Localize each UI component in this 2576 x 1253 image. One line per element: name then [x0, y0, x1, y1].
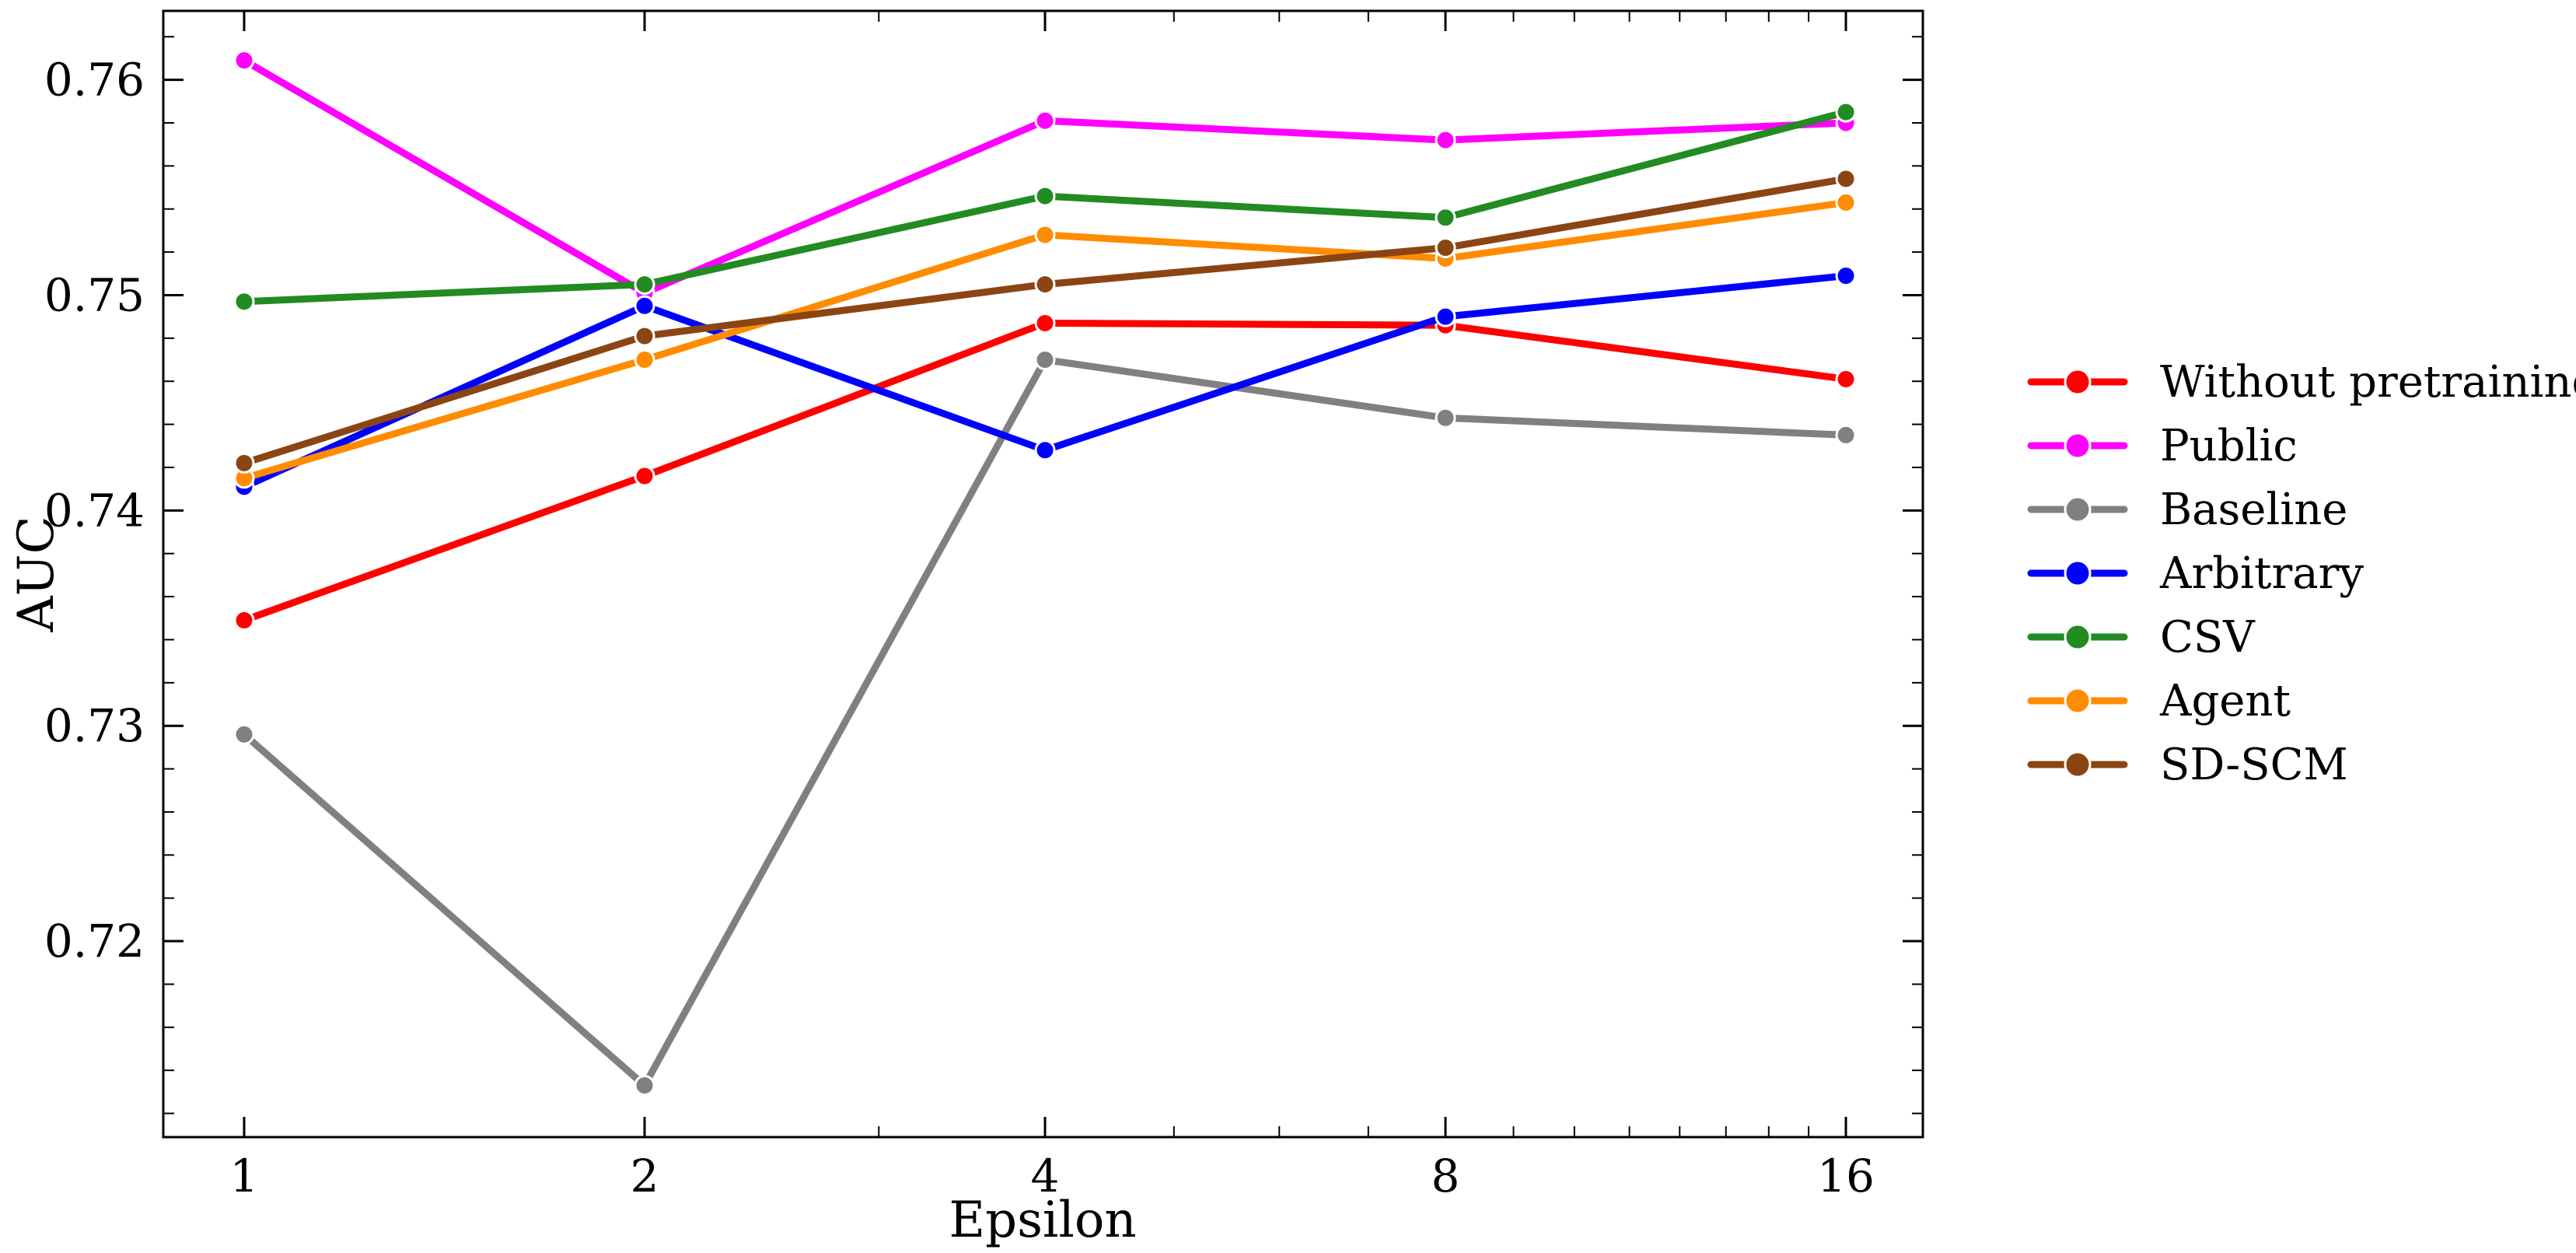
legend-label: CSV: [2160, 612, 2256, 663]
data-point: [1034, 274, 1056, 296]
series-sd-scm: [233, 168, 1857, 474]
data-point: [1835, 168, 1857, 190]
legend-item: Public: [2027, 421, 2298, 471]
data-point: [1034, 439, 1056, 461]
data-point: [1034, 110, 1056, 131]
data-point: [1835, 424, 1857, 446]
data-point: [1034, 349, 1056, 371]
data-point: [634, 325, 655, 347]
y-tick-label: 0.72: [44, 915, 145, 968]
y-tick-label: 0.75: [44, 268, 145, 321]
data-point: [1435, 129, 1456, 151]
data-point: [1435, 407, 1456, 429]
legend-swatch-marker: [2064, 495, 2092, 523]
series-arbitrary: [233, 265, 1857, 498]
legend-swatch-marker: [2064, 559, 2092, 587]
y-tick-label: 0.76: [44, 54, 145, 107]
data-point: [1034, 312, 1056, 334]
y-axis-title: AUC: [8, 516, 65, 632]
legend-label: Arbitrary: [2159, 548, 2364, 599]
series-baseline: [233, 349, 1857, 1097]
legend-label: Agent: [2159, 676, 2291, 726]
y-tick-label: 0.74: [44, 484, 145, 537]
legend-swatch-marker: [2064, 687, 2092, 715]
data-point: [1835, 101, 1857, 123]
legend-swatch-marker: [2064, 368, 2092, 396]
plot-frame: [162, 9, 1924, 1139]
legend-item: Without pretraining: [2027, 357, 2576, 408]
data-point: [233, 50, 255, 72]
legend-swatch-marker: [2064, 623, 2092, 651]
data-point: [1435, 306, 1456, 327]
data-point: [634, 465, 655, 487]
legend-item: Baseline: [2027, 485, 2347, 535]
x-tick-label: 4: [1031, 1150, 1060, 1202]
data-point: [233, 452, 255, 474]
x-tick-label: 16: [1817, 1150, 1875, 1202]
legend: Without pretraining Public Baseline Arbitra…: [2027, 357, 2576, 790]
y-tick-labels: 0.72 0.73 0.74 0.75 0.76: [44, 54, 145, 968]
legend-item: CSV: [2027, 612, 2256, 663]
x-tick-label: 1: [230, 1150, 259, 1202]
data-point: [1835, 191, 1857, 213]
data-point: [634, 295, 655, 317]
x-tick-label: 8: [1431, 1150, 1460, 1202]
data-point: [233, 291, 255, 313]
data-point: [1435, 207, 1456, 229]
legend-item: Agent: [2027, 676, 2291, 726]
data-point: [634, 1075, 655, 1097]
data-point: [634, 274, 655, 296]
x-tick-labels: 1 2 4 8 16: [230, 1150, 1875, 1202]
axis-ticks: [163, 11, 1923, 1137]
series-line: [240, 108, 1850, 306]
data-point: [1835, 265, 1857, 287]
data-point: [233, 610, 255, 632]
data-point: [233, 723, 255, 745]
legend-label: Without pretraining: [2160, 357, 2576, 408]
data-point: [1435, 237, 1456, 259]
legend-item: SD-SCM: [2027, 740, 2348, 790]
x-tick-label: 2: [631, 1150, 659, 1202]
x-axis-title: Epsilon: [949, 1192, 1136, 1249]
legend-label: Baseline: [2160, 485, 2347, 535]
data-point: [634, 349, 655, 371]
legend-item: Arbitrary: [2027, 548, 2364, 599]
legend-label: SD-SCM: [2160, 740, 2348, 790]
legend-swatch-marker: [2064, 751, 2092, 779]
y-tick-label: 0.73: [44, 699, 145, 752]
series-layer: [233, 50, 1857, 1097]
data-point: [1034, 224, 1056, 246]
data-point: [1034, 185, 1056, 207]
legend-swatch-marker: [2064, 432, 2092, 460]
series-line: [240, 356, 1850, 1090]
legend-label: Public: [2160, 421, 2298, 471]
data-point: [1835, 368, 1857, 390]
series-csv: [233, 101, 1857, 313]
